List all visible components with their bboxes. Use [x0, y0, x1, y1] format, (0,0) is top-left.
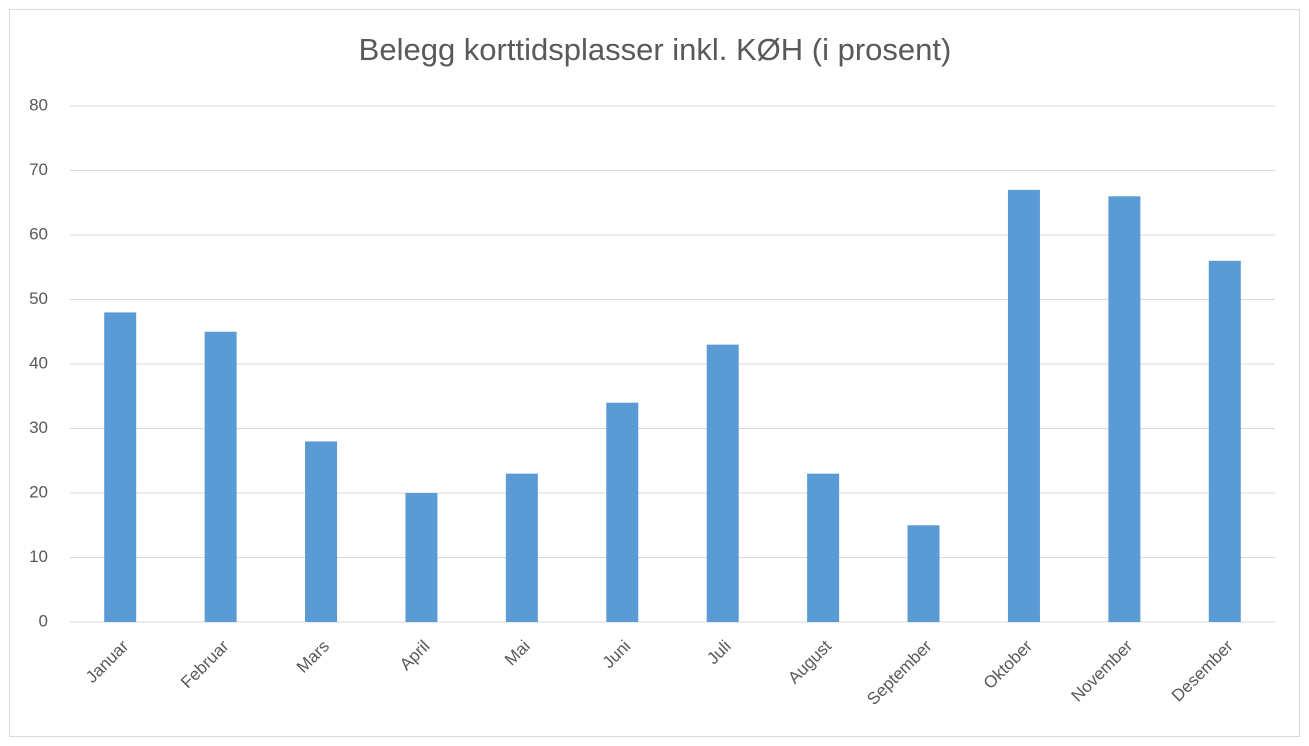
bar — [907, 525, 940, 622]
bar — [807, 473, 840, 622]
bar — [1007, 189, 1040, 622]
chart-border — [9, 9, 1300, 737]
y-tick-label: 50 — [29, 289, 48, 308]
chart-title: Belegg korttidsplasser inkl. KØH (i pros… — [359, 32, 952, 67]
bar — [706, 344, 739, 622]
y-tick-label: 30 — [29, 418, 48, 437]
y-tick-label: 80 — [29, 95, 48, 114]
y-tick-label: 60 — [29, 224, 48, 243]
bar — [505, 473, 538, 622]
bar — [1108, 196, 1141, 623]
bar — [405, 493, 438, 622]
bar — [305, 441, 338, 622]
y-tick-label: 20 — [29, 482, 48, 501]
bar — [1208, 260, 1241, 622]
y-tick-label: 40 — [29, 353, 48, 372]
bar — [204, 331, 237, 622]
y-tick-label: 0 — [39, 611, 48, 630]
y-tick-label: 10 — [29, 547, 48, 566]
y-tick-label: 70 — [29, 160, 48, 179]
bar — [104, 312, 137, 622]
bar — [606, 402, 639, 622]
